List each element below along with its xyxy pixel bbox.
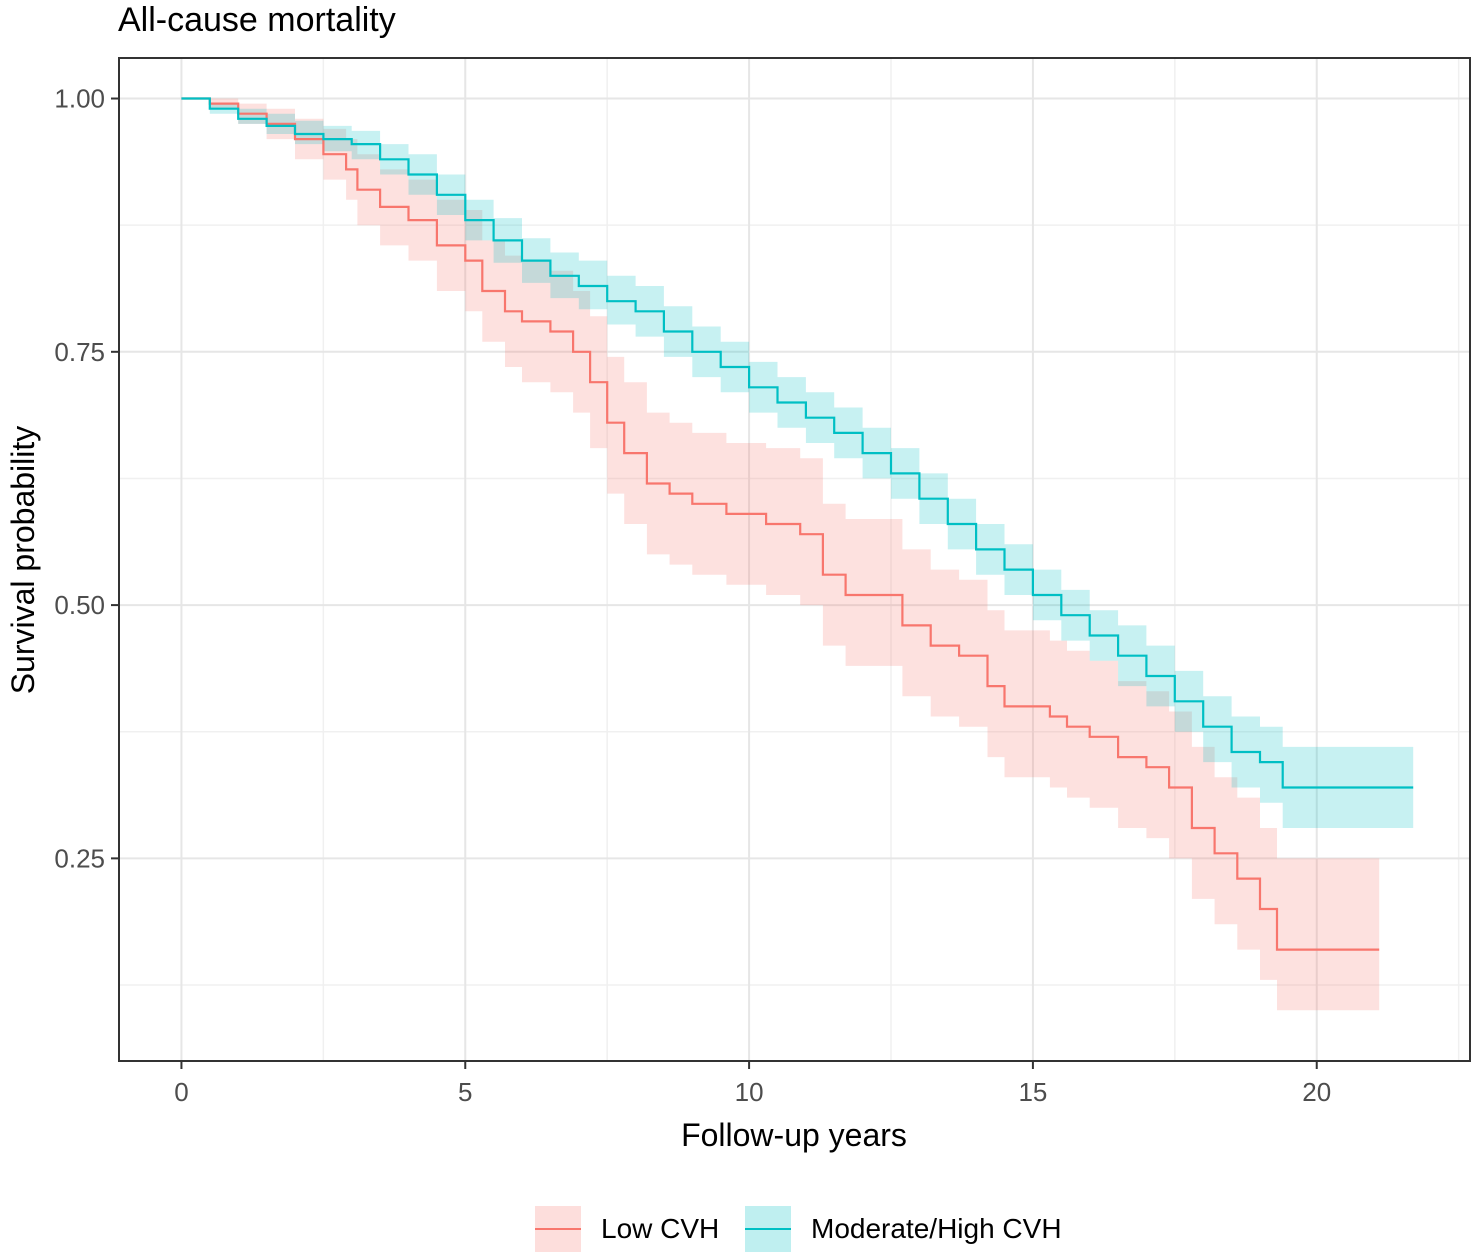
y-tick-label: 1.00 [54, 84, 105, 114]
x-axis-title: Follow-up years [681, 1117, 907, 1153]
survival-plot: 0 5 10 15 20 0.25 0.50 0.75 1.00 Follow-up years… [5, 57, 1471, 1153]
y-tick-label: 0.25 [54, 843, 105, 873]
chart-title: All-cause mortality [118, 1, 396, 39]
confidence-bands [181, 98, 1414, 1011]
y-tick-label: 0.50 [54, 590, 105, 620]
legend-label-low-cvh: Low CVH [601, 1213, 720, 1244]
grid-lines [119, 58, 1470, 1061]
legend-key-moderate-high-cvh [745, 1206, 791, 1252]
survival-curve-moderate-high-cvh [181, 97, 1414, 789]
confidence-band-low-cvh [181, 98, 1380, 1011]
survival-curve-low-cvh [181, 97, 1380, 951]
legend: Low CVH Moderate/High CVH [0, 1204, 1476, 1254]
x-tick-label: 15 [1018, 1077, 1047, 1107]
x-tick-label: 5 [458, 1077, 472, 1107]
legend-item-low-cvh: Low CVH [535, 1204, 719, 1254]
x-tick-label: 0 [174, 1077, 188, 1107]
x-tick-label: 10 [735, 1077, 764, 1107]
legend-label-moderate-high-cvh: Moderate/High CVH [811, 1213, 1062, 1244]
y-tick-label: 0.75 [54, 337, 105, 367]
confidence-band-moderate-high-cvh [181, 98, 1414, 828]
x-tick-label: 20 [1302, 1077, 1331, 1107]
legend-item-moderate-high-cvh: Moderate/High CVH [745, 1204, 1062, 1254]
axis-ticks: 0 5 10 15 20 0.25 0.50 0.75 1.00 [54, 84, 1331, 1107]
plot-panel-border [118, 57, 1471, 1062]
survival-curves [181, 97, 1414, 951]
legend-key-low-cvh [535, 1206, 581, 1252]
y-axis-title: Survival probability [5, 426, 41, 695]
